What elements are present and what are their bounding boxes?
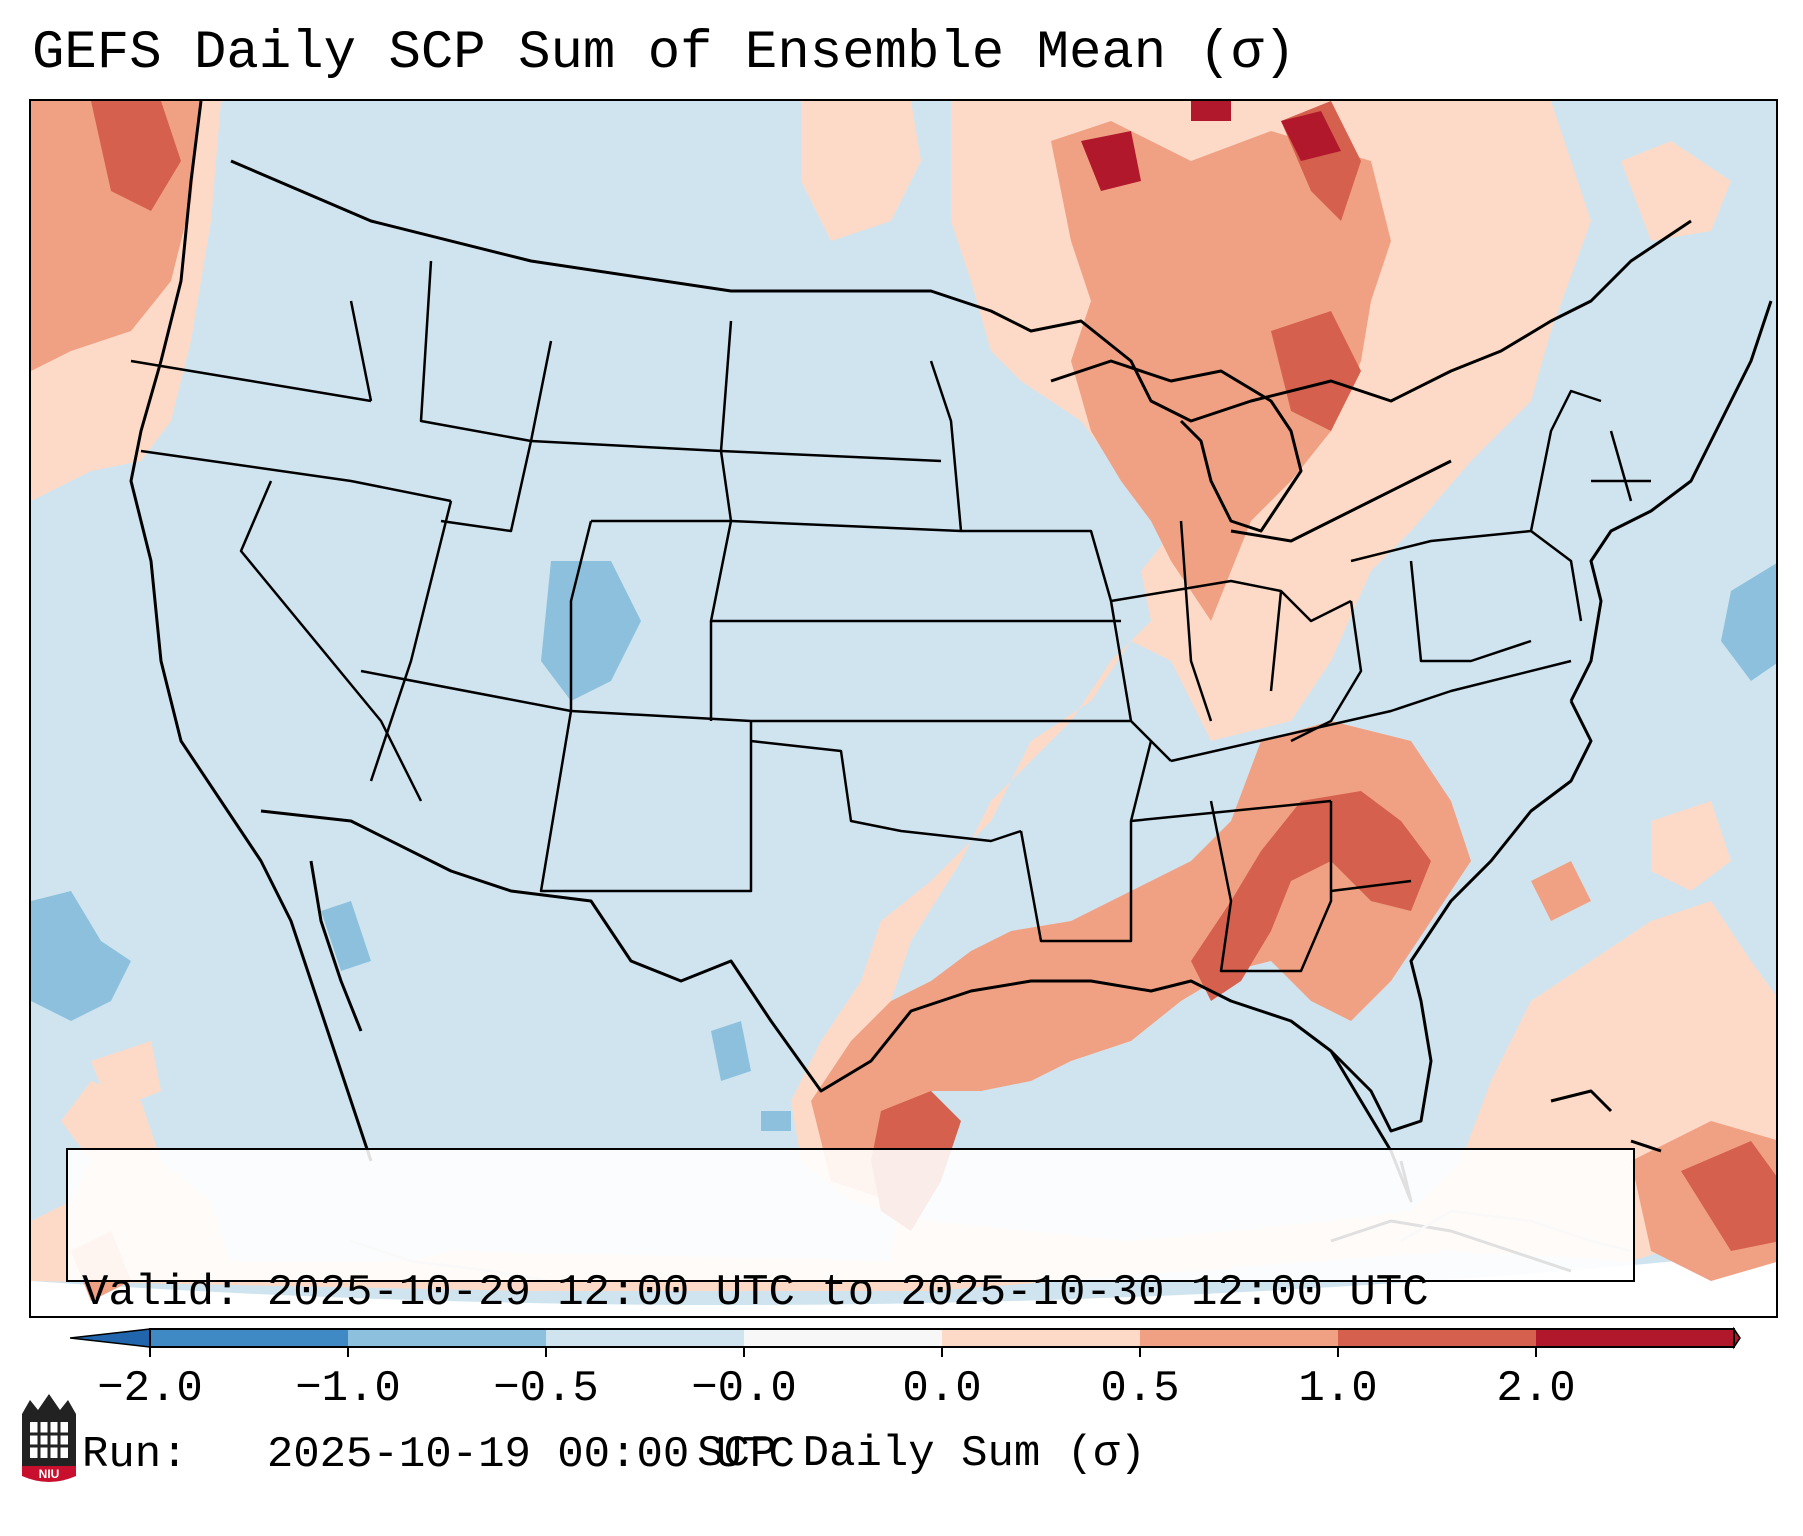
map-title: GEFS Daily SCP Sum of Ensemble Mean (σ) (32, 23, 1296, 84)
colorbar-bin-2 (546, 1329, 745, 1347)
scp-anomaly-light-blue (31, 561, 1776, 1131)
colorbar-tick-marks (149, 1347, 1537, 1357)
colorbar-tick-label: 0.5 (1100, 1364, 1180, 1414)
map-panel (29, 99, 1778, 1318)
niu-logo: NIU (22, 1394, 76, 1482)
colorbar-tick-label: −2.0 (97, 1364, 203, 1414)
colorbar-bin-0 (150, 1329, 349, 1347)
colorbar-bin-7 (1536, 1329, 1735, 1347)
colorbar (70, 1326, 1741, 1357)
boundaries (129, 101, 1773, 1273)
colorbar-bin-3 (744, 1329, 943, 1347)
validity-info-box: Valid: 2025-10-29 12:00 UTC to 2025-10-3… (66, 1148, 1635, 1480)
logo-text: NIU (39, 1467, 60, 1481)
scp-anomaly-deep-red (1081, 101, 1341, 191)
colorbar-bins (150, 1329, 1735, 1347)
map-canvas (31, 101, 1776, 1316)
colorbar-tick-label: 2.0 (1496, 1364, 1576, 1414)
colorbar-bin-4 (942, 1329, 1141, 1347)
colorbar-tick-label: −1.0 (295, 1364, 401, 1414)
colorbar-bin-5 (1140, 1329, 1339, 1347)
colorbar-bin-1 (348, 1329, 547, 1347)
colorbar-bin-6 (1338, 1329, 1537, 1347)
state-boundaries (130, 260, 1651, 973)
colorbar-label: SCP Daily Sum (σ) (697, 1429, 1146, 1479)
valid-time-text: Valid: 2025-10-29 12:00 UTC to 2025-10-3… (82, 1268, 1429, 1318)
projection-edge (31, 1251, 1776, 1316)
colorbar-tick-label: 0.0 (902, 1364, 982, 1414)
run-time-text: Run: 2025-10-19 00:00 UTC (82, 1430, 795, 1480)
colorbar-tick-label: 1.0 (1298, 1364, 1378, 1414)
colorbar-tick-label: −0.5 (493, 1364, 599, 1414)
colorbar-extend-low (70, 1328, 151, 1348)
colorbar-tick-label: −0.0 (691, 1364, 797, 1414)
